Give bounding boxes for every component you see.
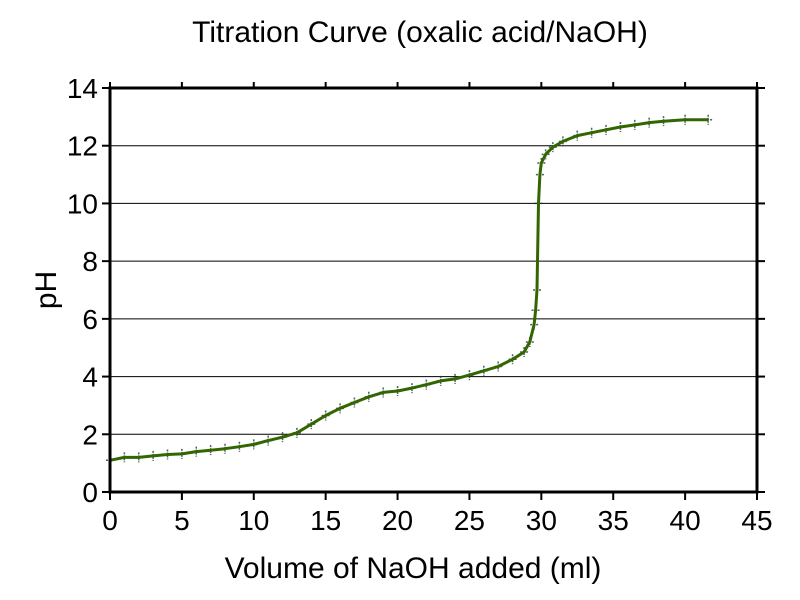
x-tick-label: 35: [598, 505, 629, 536]
y-tick-label: 14: [67, 73, 98, 104]
x-axis-label: Volume of NaOH added (ml): [225, 552, 602, 585]
x-tick-label: 45: [741, 505, 772, 536]
x-tick-label: 10: [238, 505, 269, 536]
chart-title: Titration Curve (oxalic acid/NaOH): [192, 16, 648, 49]
y-tick-label: 4: [82, 362, 98, 393]
grid-lines: [110, 145, 757, 435]
axis-ticks: 0 2 4 6 8 10 12 14 0 5 10 15 20 25 30 35 40 45: [67, 73, 773, 536]
x-tick-label: 15: [310, 505, 341, 536]
x-tick-label: 40: [670, 505, 701, 536]
x-tick-label: 0: [102, 505, 118, 536]
x-tick-label: 30: [526, 505, 557, 536]
y-tick-label: 10: [67, 188, 98, 219]
plot-frame: [108, 86, 759, 494]
y-tick-label: 12: [67, 131, 98, 162]
x-tick-label: 5: [174, 505, 190, 536]
y-axis-label: pH: [30, 271, 63, 309]
y-tick-label: 0: [82, 477, 98, 508]
y-tick-label: 8: [82, 246, 98, 277]
y-tick-label: 6: [82, 304, 98, 335]
x-tick-label: 25: [454, 505, 485, 536]
series-titration: [106, 114, 713, 466]
x-tick-label: 20: [382, 505, 413, 536]
y-tick-label: 2: [82, 419, 98, 450]
series-line: [109, 118, 709, 462]
